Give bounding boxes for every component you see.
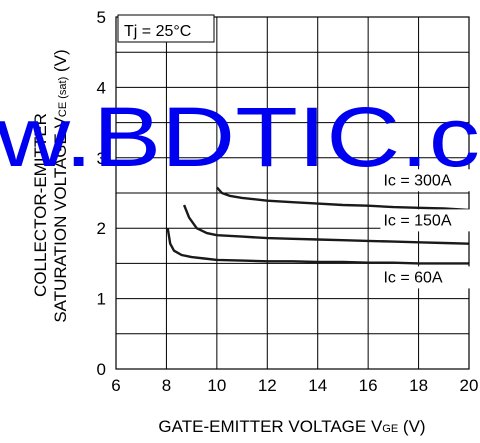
series-label-bg (380, 169, 477, 192)
series-label: Ic = 300A (383, 172, 451, 189)
y-axis-label-main: SATURATION VOLTAGE V (51, 116, 70, 322)
condition-box (117, 14, 215, 43)
plot-frame (115, 16, 470, 370)
plot-border (115, 16, 470, 370)
x-axis-label-main: GATE-EMITTER VOLTAGE V (158, 417, 383, 436)
y-tick-label: 3 (97, 149, 106, 168)
x-tick-label: 8 (162, 376, 171, 395)
x-tick-label: 14 (308, 376, 327, 395)
y-tick-label: 2 (97, 219, 106, 238)
y-tick-label: 0 (97, 360, 106, 379)
x-axis-label: GATE-EMITTER VOLTAGE VGE (V) (158, 417, 425, 436)
x-tick-label: 16 (359, 376, 378, 395)
x-axis-label-sub: GE (382, 423, 398, 435)
condition-label: Tj = 25°C (124, 23, 191, 40)
series-label: Ic = 60A (383, 269, 442, 286)
x-tick-label: 12 (258, 376, 277, 395)
x-tick-label: 20 (460, 376, 479, 395)
y-tick-label: 4 (97, 78, 106, 97)
watermark: w.BDTIC.c (0, 90, 480, 184)
y-tick-label: 1 (97, 290, 106, 309)
x-tick-label: 10 (207, 376, 226, 395)
series-line (166, 228, 469, 265)
y-axis-label-line1: COLLECTOR-EMITTER (31, 113, 50, 297)
series-line (216, 186, 470, 212)
y-tick-label: 5 (97, 8, 106, 27)
grid-lines (115, 16, 470, 370)
y-axis-label-unit: (V) (51, 49, 70, 76)
series-curves (166, 186, 470, 265)
x-axis-label-unit: (V) (398, 417, 425, 436)
y-axis-label-sub: CE (sat) (57, 77, 69, 117)
x-tick-label: 6 (111, 376, 120, 395)
series-label-bg (380, 209, 477, 232)
x-tick-label: 18 (409, 376, 428, 395)
series-labels: Ic = 300A Ic = 150A Ic = 60A (380, 169, 477, 289)
series-label-bg (380, 266, 477, 289)
y-axis-label-line2: SATURATION VOLTAGE VCE (sat) (V) (51, 49, 70, 322)
series-line (182, 204, 470, 245)
series-label: Ic = 150A (383, 212, 451, 229)
